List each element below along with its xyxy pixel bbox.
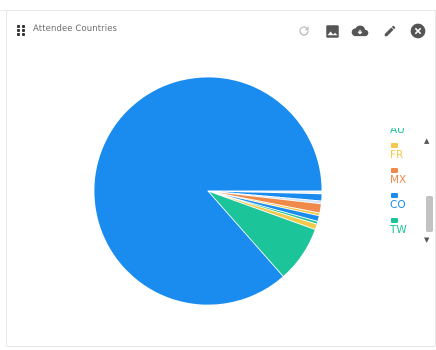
- download-button[interactable]: [349, 20, 371, 42]
- legend-label: CO: [390, 199, 406, 211]
- legend-label: FR: [390, 149, 404, 161]
- legend-item[interactable]: TW: [390, 224, 414, 249]
- widget-toolbar: [293, 20, 433, 42]
- legend-item[interactable]: AU: [390, 128, 414, 149]
- legend-scroll-up-icon[interactable]: ▲: [424, 137, 430, 145]
- pie-slice[interactable]: [207, 190, 316, 278]
- legend-item[interactable]: FR: [390, 149, 414, 174]
- pencil-icon: [384, 25, 396, 37]
- legend-swatch: [391, 193, 398, 198]
- drag-handle-icon[interactable]: [17, 25, 27, 37]
- widget-title: Attendee Countries: [33, 24, 118, 34]
- legend-scrollbar-thumb[interactable]: [426, 196, 433, 232]
- legend-item[interactable]: MX: [390, 174, 414, 199]
- legend-label: MX: [390, 174, 407, 186]
- legend-swatch: [391, 168, 398, 173]
- cloud-download-icon: [351, 25, 369, 37]
- legend-label: TW: [390, 224, 407, 236]
- legend-label: AU: [390, 128, 405, 136]
- legend-scroll-down-icon[interactable]: ▼: [424, 236, 430, 244]
- legend-swatch: [391, 143, 398, 148]
- close-button[interactable]: [407, 20, 429, 42]
- chart-legend: AU FR MX CO TW: [390, 128, 414, 254]
- refresh-button[interactable]: [293, 20, 315, 42]
- refresh-icon: [299, 26, 309, 36]
- image-icon: [325, 24, 339, 38]
- image-export-button[interactable]: [321, 20, 343, 42]
- close-circle-icon: [410, 23, 426, 39]
- legend-item[interactable]: CO: [390, 199, 414, 224]
- legend-swatch: [391, 218, 398, 223]
- edit-button[interactable]: [379, 20, 401, 42]
